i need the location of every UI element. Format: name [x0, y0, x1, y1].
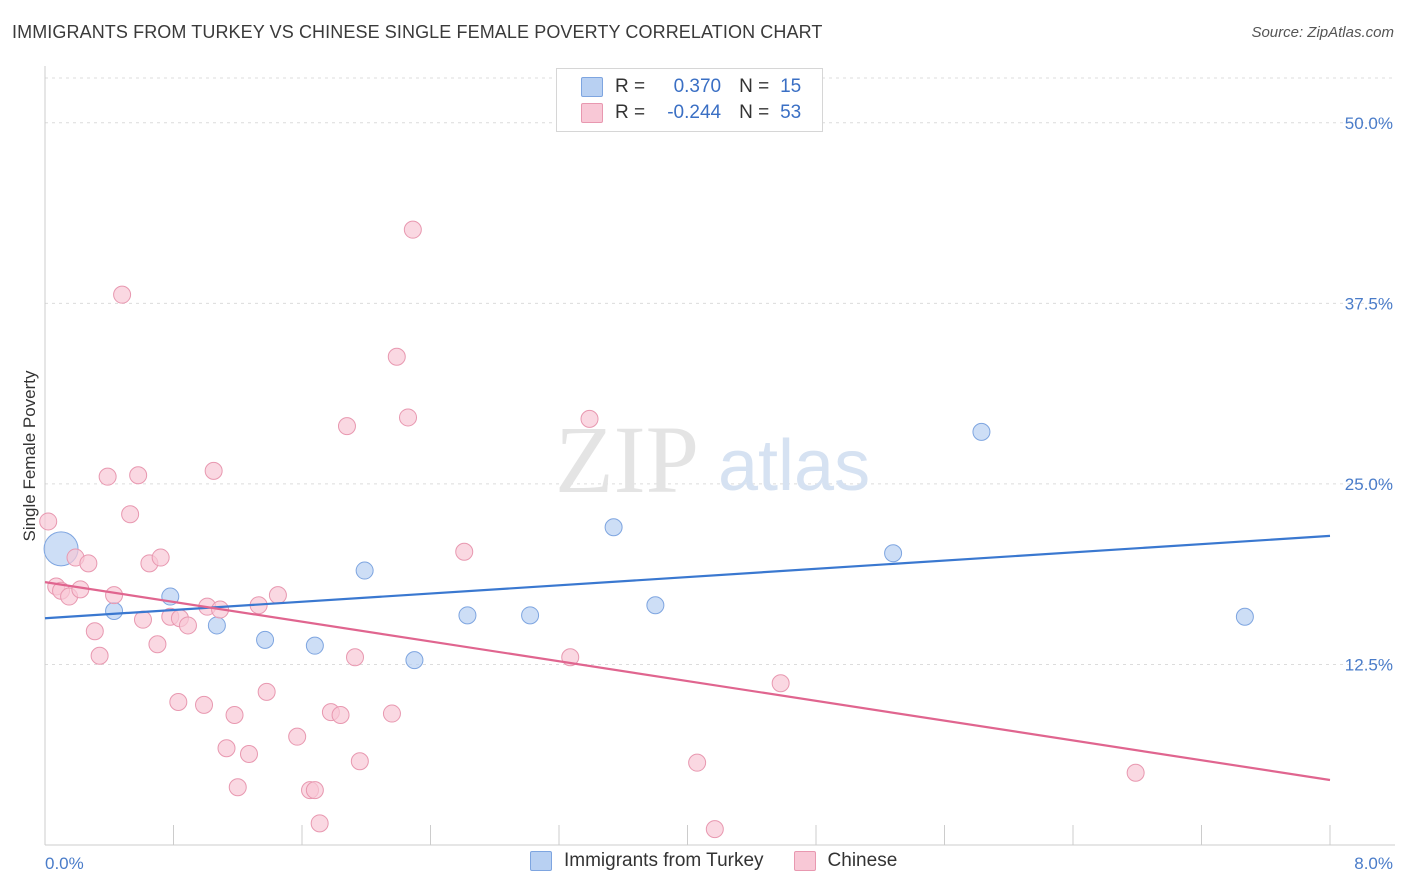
legend-item-turkey: Immigrants from Turkey — [530, 850, 764, 872]
turkey-point — [256, 630, 275, 649]
turkey-point — [604, 518, 623, 537]
y-tick-label: 12.5% — [1345, 655, 1393, 674]
chinese-point — [455, 542, 474, 561]
r-value-chinese: -0.244 — [667, 102, 722, 123]
legend-label-chinese: Chinese — [827, 850, 898, 871]
legend-swatch-turkey — [581, 77, 603, 97]
y-tick-label: 25.0% — [1345, 475, 1393, 494]
n-value-chinese: 53 — [780, 102, 802, 123]
axes — [44, 66, 1395, 846]
data-points — [39, 220, 1254, 839]
watermark-atlas: atlas — [718, 426, 870, 506]
trend-lines — [44, 534, 1331, 782]
y-axis-label: Single Female Poverty — [20, 370, 39, 542]
chinese-point — [217, 739, 236, 758]
chinese-point — [90, 646, 109, 665]
legend-swatch-chinese — [793, 851, 816, 871]
turkey-point — [646, 596, 665, 615]
chinese-point — [346, 648, 365, 667]
watermark-zip: ZIP — [555, 406, 699, 513]
turkey-point — [305, 636, 324, 655]
legend-label-turkey: Immigrants from Turkey — [564, 850, 764, 871]
legend-swatch-turkey — [530, 851, 552, 871]
axis-labels: 12.5% 25.0% 37.5% 50.0% 0.0% 8.0% Single Femal… — [20, 114, 1393, 873]
x-tick-label: 0.0% — [45, 854, 84, 873]
chinese-point — [129, 466, 148, 485]
chinese-point — [204, 461, 223, 480]
chinese-trend-line — [44, 581, 1331, 782]
chinese-point — [148, 635, 167, 654]
chinese-point — [288, 727, 307, 746]
chinese-point — [228, 778, 247, 797]
turkey-point — [105, 602, 124, 620]
turkey-point — [884, 544, 903, 563]
y-tick-label: 50.0% — [1345, 114, 1393, 133]
chinese-point — [195, 695, 214, 714]
chinese-point — [382, 704, 401, 723]
chinese-point — [39, 512, 58, 531]
legend-row-turkey: R = 0.370 N = 15 — [581, 75, 801, 99]
r-label: R = — [615, 102, 646, 123]
chinese-point — [771, 674, 790, 693]
chinese-point — [105, 586, 124, 605]
chinese-point — [1126, 763, 1145, 782]
legend-swatch-chinese — [581, 103, 603, 123]
n-label: N = — [739, 102, 770, 123]
turkey-point — [1235, 607, 1254, 626]
chinese-point — [98, 467, 117, 486]
x-tick-label: 8.0% — [1354, 854, 1393, 873]
chinese-point — [178, 616, 197, 635]
chinese-point — [257, 682, 276, 701]
turkey-point — [207, 616, 226, 635]
chinese-point — [85, 622, 104, 641]
turkey-point — [458, 606, 477, 625]
chinese-point — [337, 417, 356, 436]
chinese-point — [121, 505, 140, 524]
chinese-point — [399, 408, 418, 427]
chinese-point — [151, 548, 170, 567]
r-value-turkey: 0.370 — [673, 76, 722, 97]
r-label: R = — [615, 76, 646, 97]
n-value-turkey: 15 — [780, 76, 802, 97]
chinese-point — [705, 820, 724, 839]
chinese-point — [403, 220, 422, 239]
chinese-point — [268, 586, 287, 605]
chinese-point — [350, 752, 369, 771]
chinese-point — [580, 409, 599, 428]
chinese-point — [387, 347, 406, 366]
chinese-point — [133, 610, 152, 629]
legend-item-chinese: Chinese — [793, 850, 898, 872]
chinese-point — [225, 706, 244, 724]
chinese-point — [239, 745, 258, 763]
watermark: ZIP atlas — [555, 406, 870, 513]
legend-row-chinese: R = -0.244 N = 53 — [581, 101, 801, 125]
turkey-point — [405, 651, 424, 670]
chinese-point — [113, 285, 132, 304]
correlation-legend: R = 0.370 N = 15 R = -0.244 N = 53 — [556, 68, 823, 132]
series-legend: Immigrants from Turkey Chinese — [530, 850, 927, 872]
turkey-trend-line — [44, 534, 1331, 620]
y-tick-label: 37.5% — [1345, 294, 1393, 313]
gridlines — [45, 77, 1395, 665]
chinese-point — [310, 814, 329, 833]
chinese-point — [331, 706, 350, 724]
turkey-point — [355, 561, 374, 580]
turkey-point — [521, 606, 540, 625]
chart-title: IMMIGRANTS FROM TURKEY VS CHINESE SINGLE… — [12, 22, 823, 42]
chinese-point — [169, 693, 188, 711]
source-label: Source: ZipAtlas.com — [1251, 24, 1394, 41]
turkey-point — [972, 422, 991, 441]
n-label: N = — [739, 76, 770, 97]
chinese-point — [305, 781, 324, 800]
chinese-point — [688, 753, 707, 772]
chinese-point — [79, 554, 98, 573]
